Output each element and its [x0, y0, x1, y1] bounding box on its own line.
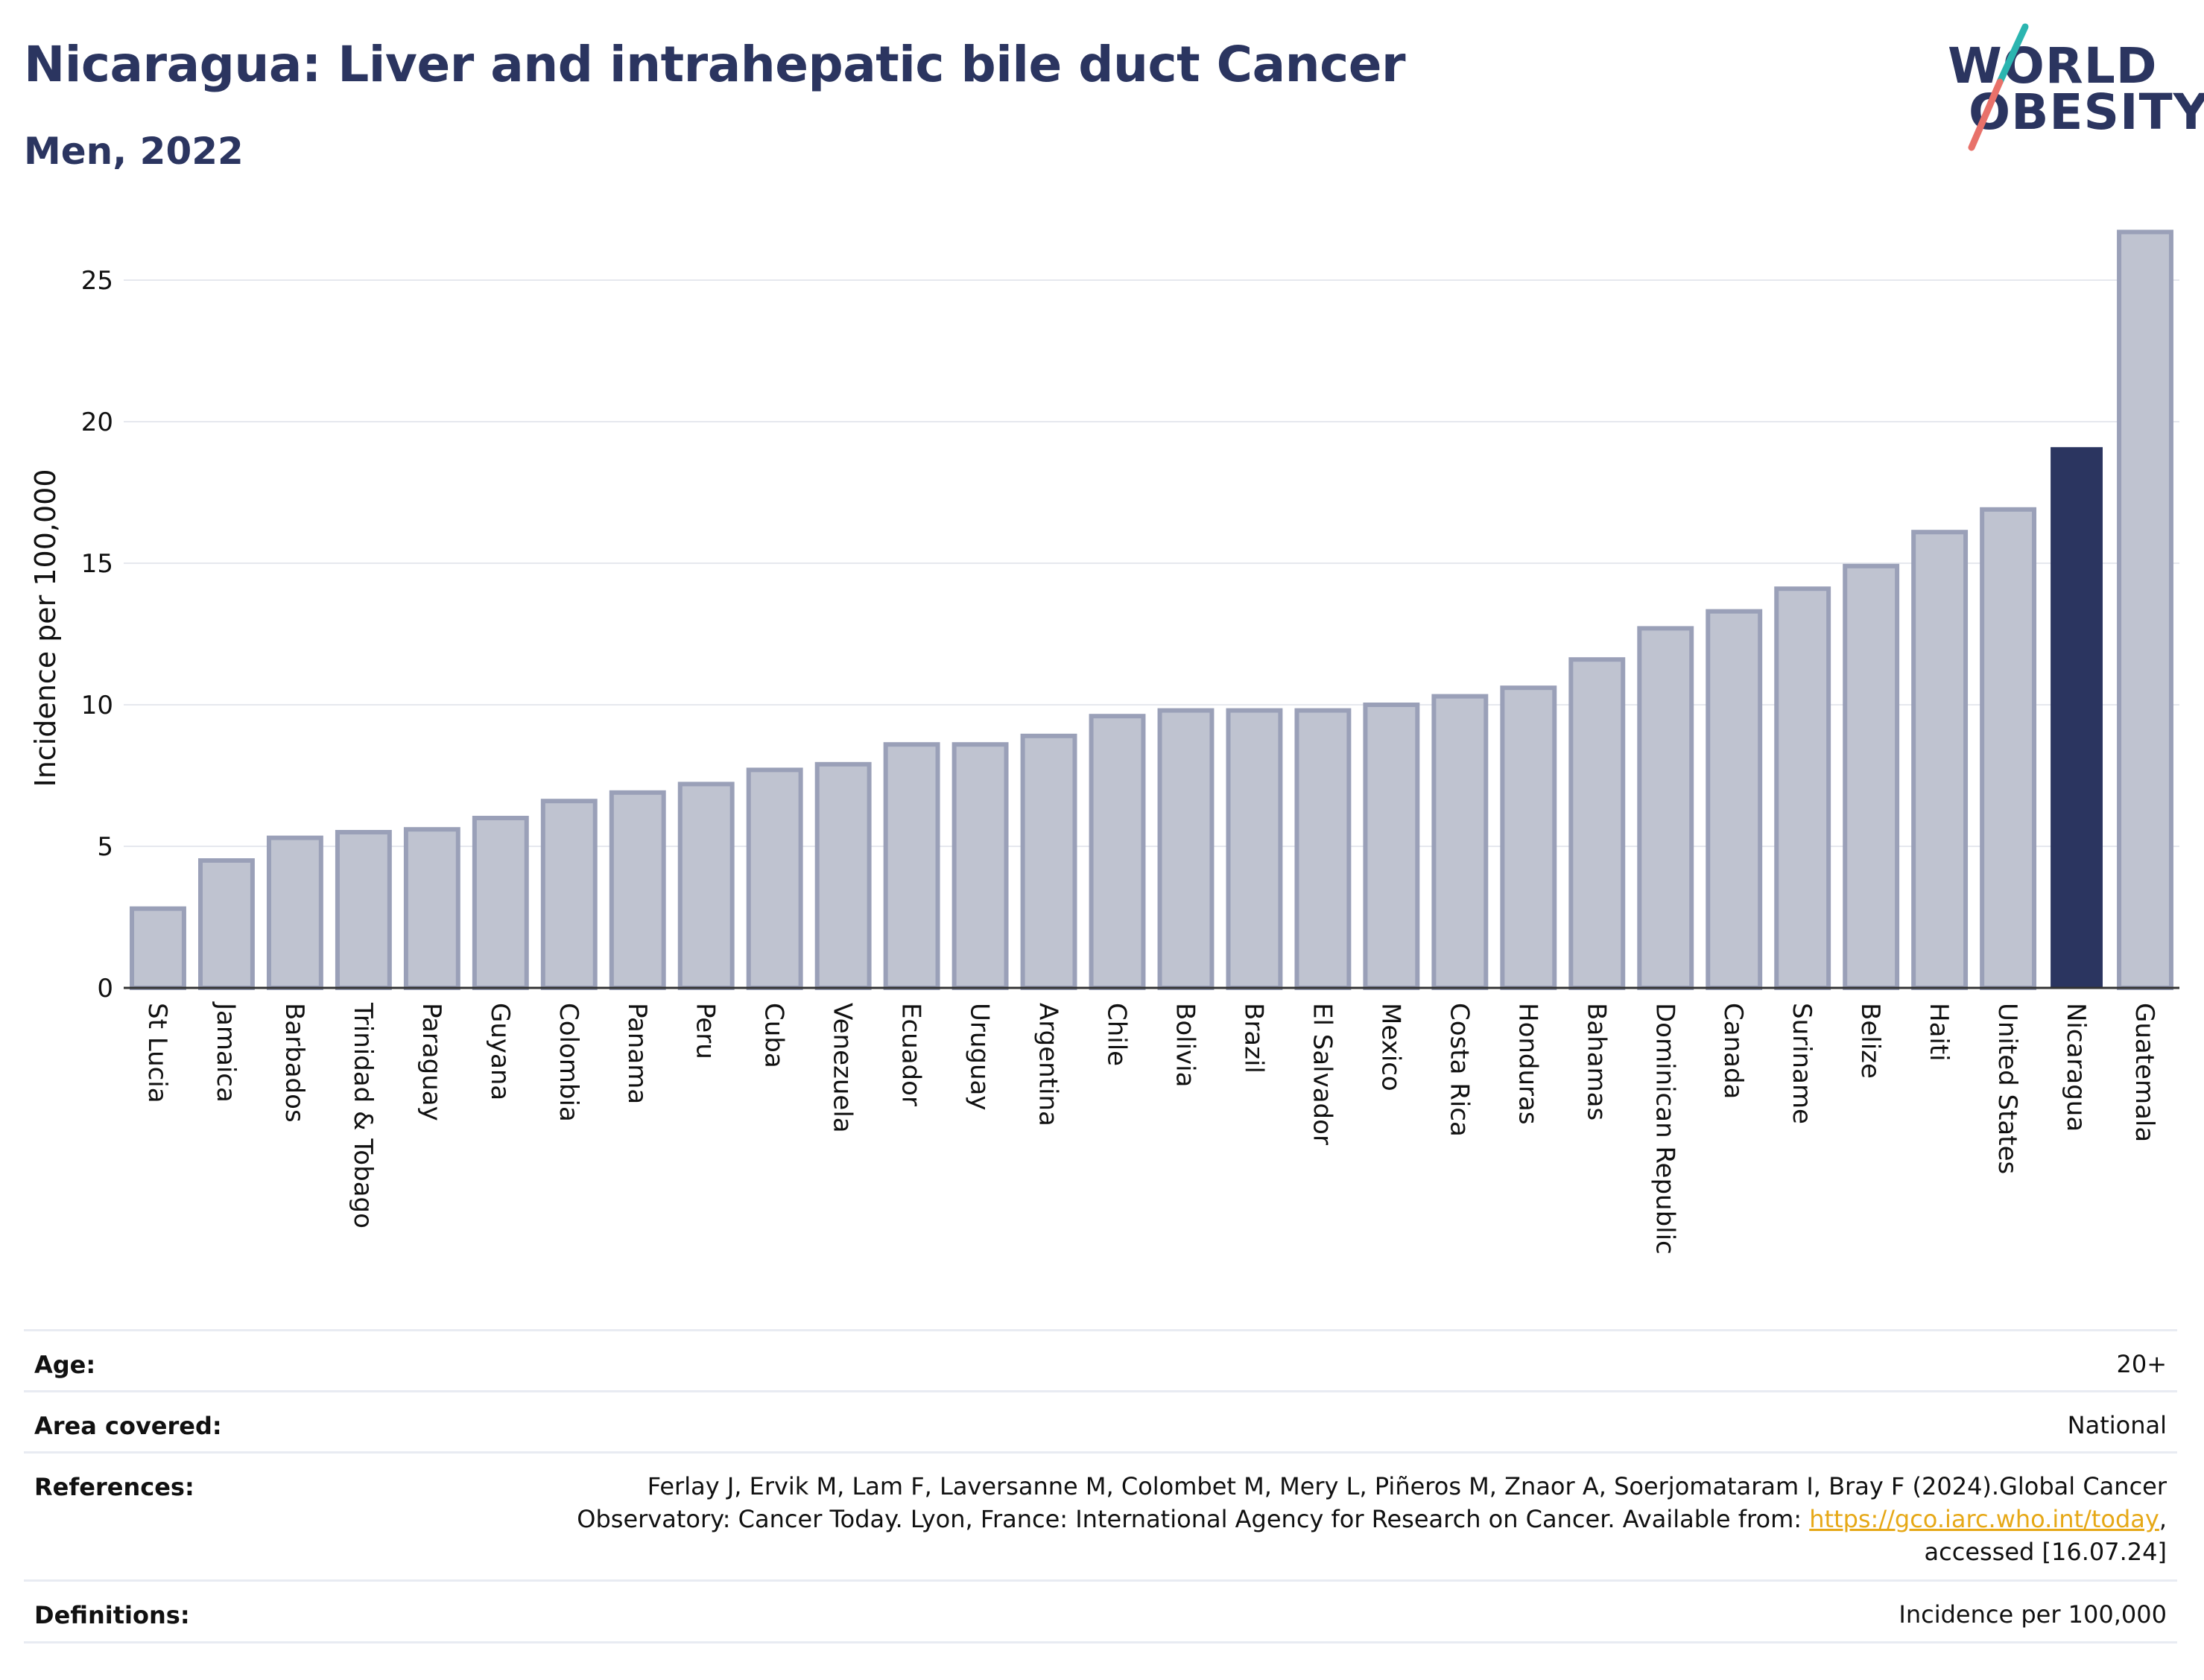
bar — [883, 742, 940, 990]
bar — [2117, 229, 2173, 990]
x-tick-label: Cuba — [759, 1003, 789, 1068]
reference-line-2: Observatory: Cancer Today. Lyon, France:… — [577, 1503, 2167, 1535]
x-tick-label: Guatemala — [2129, 1003, 2159, 1142]
bar — [335, 830, 392, 990]
meta-age-label: Age: — [34, 1351, 96, 1379]
x-tick-label: Jamaica — [211, 1001, 241, 1103]
y-tick-label: 10 — [81, 691, 113, 720]
bar — [130, 906, 186, 990]
meta-references-value: Ferlay J, Ervik M, Lam F, Laversanne M, … — [577, 1470, 2167, 1568]
bar — [1911, 530, 1969, 990]
y-tick-label: 20 — [81, 408, 113, 437]
bar — [1980, 507, 2037, 990]
meta-row-definitions: Definitions: Incidence per 100,000 — [24, 1579, 2177, 1643]
bar — [1500, 685, 1557, 990]
x-tick-label: Peru — [691, 1003, 721, 1059]
bar-highlight — [2051, 447, 2103, 988]
x-tick-label: Argentina — [1033, 1003, 1063, 1126]
logo-line-2: OBESITY — [1969, 83, 2204, 141]
bar — [540, 799, 598, 991]
x-tick-label: Nicaragua — [2061, 1003, 2091, 1132]
bar-chart: 0 5 10 15 20 25 Incidence per 100,000 St Lucia J… — [29, 229, 2179, 1255]
bar — [1706, 609, 1763, 990]
bar — [266, 835, 323, 990]
meta-area-label: Area covered: — [34, 1412, 222, 1440]
x-tick-label: Haiti — [1924, 1003, 1954, 1062]
reference-link[interactable]: https://gco.iarc.who.int/today — [1809, 1505, 2159, 1533]
y-tick-label: 5 — [97, 832, 113, 862]
logo-slash-icon — [1968, 23, 2029, 151]
bar — [677, 782, 735, 991]
x-tick-label: Panama — [622, 1003, 652, 1104]
y-tick-label: 15 — [81, 549, 113, 579]
page-subtitle: Men, 2022 — [24, 130, 244, 173]
meta-references-label: References: — [34, 1473, 194, 1501]
bar — [1568, 657, 1626, 990]
y-tick-label: 25 — [81, 266, 113, 296]
reference-line-1: Ferlay J, Ervik M, Lam F, Laversanne M, … — [647, 1472, 2167, 1500]
x-tick-label: United States — [1992, 1003, 2022, 1174]
world-obesity-logo: WORLD OBESITY — [1937, 22, 2204, 156]
bar — [1157, 708, 1215, 990]
x-tick-label: Mexico — [1375, 1003, 1405, 1091]
bar — [1089, 714, 1146, 990]
x-tick-label: Trinidad & Tobago — [348, 1002, 378, 1229]
x-tick-label: St Lucia — [142, 1003, 172, 1103]
bar — [1226, 708, 1283, 990]
reference-line-2-prefix: Observatory: Cancer Today. Lyon, France:… — [577, 1505, 1810, 1533]
meta-area-value: National — [2067, 1411, 2167, 1439]
bar — [1843, 563, 1900, 990]
page-title: Nicaragua: Liver and intrahepatic bile d… — [24, 36, 1406, 93]
x-tick-label: Colombia — [554, 1003, 583, 1122]
x-tick-label: Uruguay — [965, 1003, 995, 1111]
bar — [1431, 694, 1489, 990]
y-axis-title: Incidence per 100,000 — [29, 469, 62, 787]
meta-definitions-label: Definitions: — [34, 1601, 190, 1629]
bar — [1363, 703, 1420, 990]
bar — [746, 767, 803, 991]
x-tick-label: Barbados — [279, 1003, 309, 1123]
logo-line-1: WORLD — [1948, 37, 2158, 95]
x-tick-label: Brazil — [1238, 1003, 1268, 1074]
reference-line-2-suffix: , — [2159, 1505, 2167, 1533]
x-tick-label: Dominican Republic — [1650, 1003, 1679, 1255]
bar — [1294, 708, 1352, 990]
bar — [198, 858, 255, 990]
x-tick-label: Costa Rica — [1444, 1003, 1474, 1137]
x-tick-label: Ecuador — [896, 1003, 926, 1106]
bar — [1774, 586, 1831, 990]
x-tick-label: Guyana — [485, 1003, 515, 1100]
x-tick-label: El Salvador — [1307, 1003, 1337, 1145]
y-tick-label: 0 — [97, 974, 113, 1004]
bar — [951, 742, 1009, 990]
meta-row-references: References: Ferlay J, Ervik M, Lam F, La… — [24, 1451, 2177, 1580]
x-tick-label: Suriname — [1787, 1003, 1817, 1124]
meta-definitions-value: Incidence per 100,000 — [1899, 1600, 2167, 1629]
reference-line-3: accessed [16.07.24] — [1924, 1538, 2167, 1566]
meta-age-value: 20+ — [2116, 1350, 2167, 1378]
meta-row-age: Age: 20+ — [24, 1329, 2177, 1391]
x-tick-label: Canada — [1718, 1003, 1748, 1099]
x-tick-label: Bolivia — [1170, 1003, 1200, 1087]
x-tick-label: Bahamas — [1581, 1003, 1611, 1120]
x-tick-label: Paraguay — [417, 1003, 446, 1121]
x-tick-label: Venezuela — [828, 1003, 858, 1133]
bar — [1020, 733, 1077, 990]
bar — [472, 816, 529, 990]
x-tick-label: Honduras — [1513, 1003, 1542, 1125]
x-tick-label: Belize — [1855, 1003, 1885, 1079]
bar — [403, 827, 460, 991]
bar — [609, 790, 666, 990]
meta-row-area: Area covered: National — [24, 1390, 2177, 1452]
bar — [1637, 626, 1694, 991]
x-tick-label: Chile — [1102, 1003, 1132, 1066]
bar — [814, 761, 872, 990]
